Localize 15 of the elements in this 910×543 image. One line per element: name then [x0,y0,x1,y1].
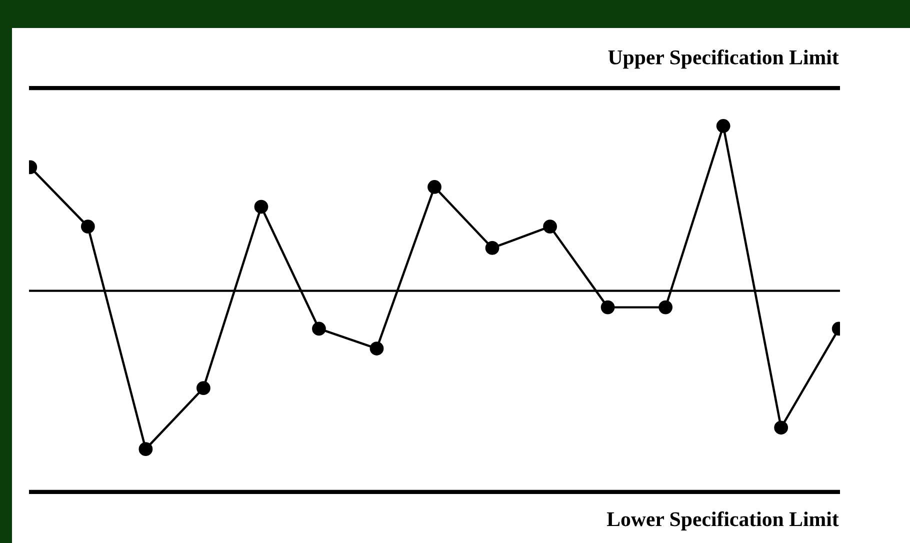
point [428,180,442,194]
ref-line-label: Lower Specification Limit [606,511,839,530]
point [716,119,730,133]
point [543,220,557,234]
point [774,420,788,435]
point [600,300,615,314]
point [312,322,326,336]
point [485,241,500,255]
point [80,220,95,234]
ref-line-label: Upper Specification Limit [608,50,839,69]
point [138,442,153,456]
point [370,342,384,356]
point [658,300,672,314]
point [196,381,210,396]
point [254,200,268,214]
